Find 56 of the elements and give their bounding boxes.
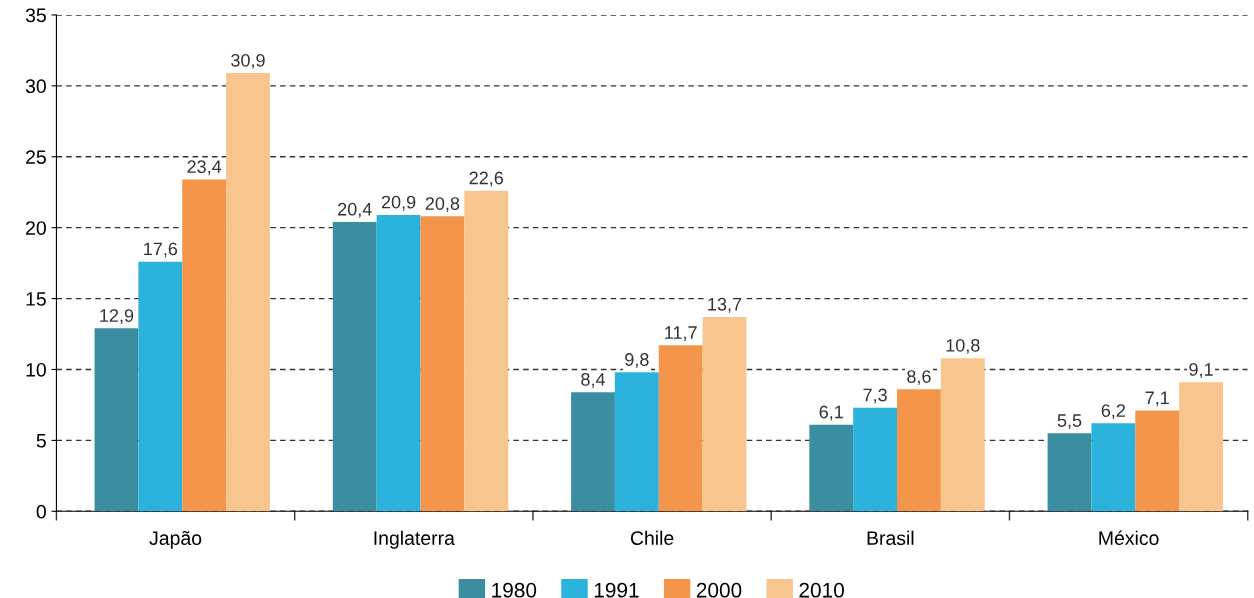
x-tick-label: Chile bbox=[630, 530, 674, 546]
text: 23,4 bbox=[187, 160, 222, 176]
bar bbox=[420, 216, 465, 512]
text: 12,9 bbox=[100, 309, 134, 325]
y-tick-label: 35 bbox=[25, 8, 46, 23]
text: 5,5 bbox=[1057, 414, 1082, 430]
legend-label: 1991 bbox=[594, 582, 639, 598]
bar bbox=[658, 345, 703, 512]
y-tick-label: 5 bbox=[36, 434, 46, 448]
text: 9,1 bbox=[1189, 363, 1213, 378]
bar bbox=[464, 190, 509, 512]
legend-label: 2000 bbox=[696, 582, 742, 598]
bar bbox=[1179, 382, 1223, 512]
bar bbox=[853, 407, 898, 512]
text: 6,1 bbox=[819, 405, 843, 421]
x-tick-label: Japão bbox=[149, 530, 202, 549]
text: 10,8 bbox=[946, 338, 980, 354]
y-tick-label: 15 bbox=[26, 292, 46, 306]
x-tick-label: México bbox=[1099, 530, 1159, 546]
bar bbox=[940, 358, 985, 512]
x-tick-label: Brasil bbox=[867, 530, 914, 546]
legend-label: 1980 bbox=[492, 582, 537, 598]
bar bbox=[897, 389, 941, 512]
bar bbox=[332, 221, 377, 512]
bar bbox=[571, 392, 615, 512]
bar bbox=[138, 261, 183, 512]
text: 13,7 bbox=[708, 297, 742, 313]
bar bbox=[702, 317, 747, 512]
bar bbox=[182, 179, 227, 512]
bar bbox=[226, 73, 270, 512]
x-tick-label: Inglaterra bbox=[374, 530, 455, 549]
text: 20,8 bbox=[425, 197, 460, 213]
text: 20,4 bbox=[338, 202, 372, 218]
text: 7,3 bbox=[863, 388, 887, 404]
legend-label: 2010 bbox=[799, 582, 844, 598]
bar bbox=[1091, 423, 1136, 512]
y-tick-label: 30 bbox=[25, 79, 46, 94]
text: 30,9 bbox=[231, 53, 265, 69]
text: 8,6 bbox=[907, 370, 931, 386]
text: 9,8 bbox=[625, 353, 649, 369]
text: 8,4 bbox=[581, 372, 606, 388]
bar bbox=[1047, 433, 1092, 512]
text: 6,2 bbox=[1101, 404, 1125, 420]
text: 17,6 bbox=[144, 242, 178, 258]
text: 7,1 bbox=[1145, 391, 1169, 407]
y-tick-label: 10 bbox=[26, 362, 46, 377]
bar bbox=[1135, 410, 1180, 512]
y-tick-label: 20 bbox=[26, 221, 46, 235]
text: 22,6 bbox=[469, 171, 504, 187]
bar bbox=[809, 424, 854, 512]
text: 11,7 bbox=[665, 326, 697, 342]
text: 20,9 bbox=[381, 195, 416, 211]
y-tick-label: 25 bbox=[26, 150, 46, 164]
bar bbox=[376, 214, 421, 512]
y-tick-label: 0 bbox=[36, 504, 46, 519]
bar bbox=[94, 328, 139, 512]
